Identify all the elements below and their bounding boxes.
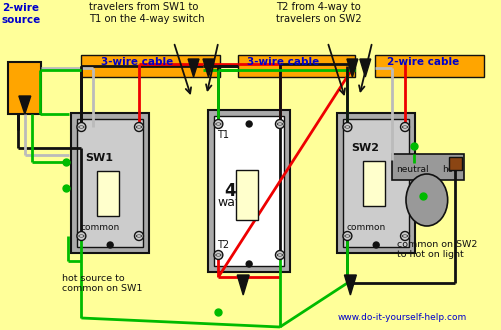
Bar xyxy=(208,110,289,272)
Bar xyxy=(8,62,41,114)
Bar xyxy=(448,157,460,170)
Ellipse shape xyxy=(344,126,349,128)
Text: 2-wire
source: 2-wire source xyxy=(2,3,41,25)
Circle shape xyxy=(77,232,86,241)
Ellipse shape xyxy=(401,235,407,237)
Text: travelers from SW1 to
T1 on the 4-way switch: travelers from SW1 to T1 on the 4-way sw… xyxy=(89,2,204,24)
Text: T1: T1 xyxy=(217,130,229,140)
Polygon shape xyxy=(202,59,213,77)
Bar xyxy=(238,55,355,77)
Circle shape xyxy=(400,232,409,241)
Bar xyxy=(337,113,414,253)
Text: T2 from 4-way to
travelers on SW2: T2 from 4-way to travelers on SW2 xyxy=(276,2,361,24)
Polygon shape xyxy=(359,59,370,77)
Text: way: way xyxy=(217,196,242,209)
Ellipse shape xyxy=(277,254,282,256)
Bar xyxy=(391,154,462,180)
Text: 2-wire cable: 2-wire cable xyxy=(386,57,458,67)
Text: SW1: SW1 xyxy=(85,153,113,163)
Circle shape xyxy=(213,250,222,259)
Text: common: common xyxy=(346,223,385,232)
Bar xyxy=(77,119,143,247)
Text: 3-wire cable: 3-wire cable xyxy=(246,57,319,67)
Text: www.do-it-yourself-help.com: www.do-it-yourself-help.com xyxy=(337,313,466,322)
Polygon shape xyxy=(344,275,356,295)
Ellipse shape xyxy=(344,235,349,237)
Text: neutral: neutral xyxy=(395,165,428,174)
Text: hot source to
common on SW1: hot source to common on SW1 xyxy=(62,274,142,293)
Bar xyxy=(81,55,220,77)
Ellipse shape xyxy=(215,123,220,125)
Bar xyxy=(71,113,149,253)
Polygon shape xyxy=(188,59,198,77)
Ellipse shape xyxy=(79,235,84,237)
Ellipse shape xyxy=(405,174,447,226)
Ellipse shape xyxy=(215,254,220,256)
Text: T2: T2 xyxy=(217,240,229,250)
Bar xyxy=(343,119,408,247)
Ellipse shape xyxy=(136,126,141,128)
Bar xyxy=(238,55,355,77)
Text: 4: 4 xyxy=(224,182,235,200)
Text: common on SW2
to hot on light: common on SW2 to hot on light xyxy=(396,240,476,259)
Polygon shape xyxy=(19,96,31,114)
Circle shape xyxy=(213,119,222,128)
Text: hot: hot xyxy=(441,165,456,174)
Ellipse shape xyxy=(401,126,407,128)
Text: 3-wire cable: 3-wire cable xyxy=(101,57,173,67)
Bar xyxy=(374,55,483,77)
Text: SW2: SW2 xyxy=(351,143,379,153)
Bar xyxy=(374,55,483,77)
Ellipse shape xyxy=(277,123,282,125)
Circle shape xyxy=(400,122,409,131)
Circle shape xyxy=(77,122,86,131)
Bar xyxy=(214,116,284,266)
Text: common: common xyxy=(80,223,119,232)
Circle shape xyxy=(342,232,351,241)
Circle shape xyxy=(134,122,143,131)
Polygon shape xyxy=(346,59,357,77)
Circle shape xyxy=(342,122,351,131)
Circle shape xyxy=(245,121,252,127)
Circle shape xyxy=(134,232,143,241)
Ellipse shape xyxy=(79,126,84,128)
Circle shape xyxy=(107,242,113,248)
Bar xyxy=(363,161,384,206)
Bar xyxy=(97,171,119,216)
Circle shape xyxy=(372,242,378,248)
Polygon shape xyxy=(237,275,248,295)
Circle shape xyxy=(275,119,284,128)
Bar xyxy=(236,170,258,220)
Circle shape xyxy=(275,250,284,259)
Bar xyxy=(81,55,220,77)
Circle shape xyxy=(245,261,252,267)
Ellipse shape xyxy=(136,235,141,237)
